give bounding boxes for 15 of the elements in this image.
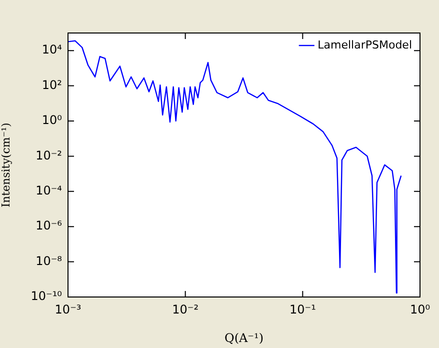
x-tick-label: 10⁻³ bbox=[54, 302, 82, 316]
legend-label: LamellarPSModel bbox=[318, 38, 412, 52]
y-tick-label: 10² bbox=[42, 78, 62, 92]
y-tick-label: 10⁴ bbox=[42, 42, 62, 57]
y-tick-label: 10⁻¹⁰ bbox=[30, 289, 62, 304]
y-tick-label: 10⁻⁶ bbox=[36, 218, 62, 233]
y-tick-label: 10⁻² bbox=[36, 148, 62, 162]
x-axis-title: Q(A⁻¹) bbox=[224, 330, 264, 345]
x-tick-label: 10⁻¹ bbox=[289, 302, 316, 316]
y-tick-label: 10⁻⁸ bbox=[36, 254, 62, 268]
x-tick-label: 10⁻² bbox=[172, 302, 199, 316]
y-tick-label: 10⁰ bbox=[42, 113, 62, 128]
y-axis-title: Intensity(cm⁻¹) bbox=[0, 122, 12, 208]
x-tick-label: 10⁰ bbox=[410, 302, 430, 316]
y-tick-label: 10⁻⁴ bbox=[36, 184, 62, 198]
